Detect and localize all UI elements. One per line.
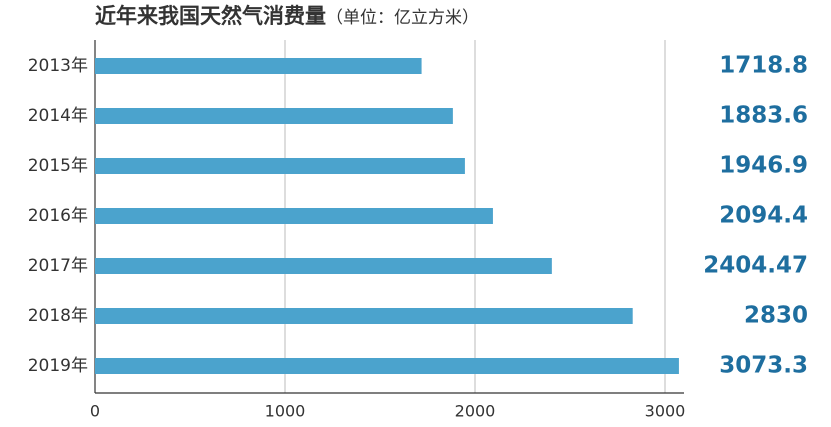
x-tick-label: 1000 bbox=[265, 402, 306, 421]
bar bbox=[95, 208, 493, 224]
y-tick-label: 2013年 bbox=[28, 56, 88, 76]
y-tick-label: 2019年 bbox=[28, 356, 88, 376]
bar bbox=[95, 358, 679, 374]
x-tick-label: 3000 bbox=[645, 402, 686, 421]
chart-title: 近年来我国天然气消费量 bbox=[95, 4, 326, 28]
y-tick-label: 2017年 bbox=[28, 256, 88, 276]
y-tick-label: 2016年 bbox=[28, 206, 88, 226]
chart-subtitle: （单位：亿立方米） bbox=[326, 8, 479, 28]
y-tick-label: 2018年 bbox=[28, 306, 88, 326]
bar bbox=[95, 308, 633, 324]
y-tick-label: 2015年 bbox=[28, 156, 88, 176]
value-label: 2404.47 bbox=[703, 253, 808, 279]
value-label: 1718.8 bbox=[719, 53, 808, 79]
x-tick-label: 2000 bbox=[455, 402, 496, 421]
value-label: 3073.3 bbox=[719, 353, 808, 379]
bar bbox=[95, 108, 453, 124]
value-label: 2094.4 bbox=[719, 203, 808, 229]
bar bbox=[95, 258, 552, 274]
value-label: 1883.6 bbox=[719, 103, 808, 129]
bar bbox=[95, 158, 465, 174]
value-label: 1946.9 bbox=[719, 153, 808, 179]
y-tick-label: 2014年 bbox=[28, 106, 88, 126]
bar bbox=[95, 58, 422, 74]
x-tick-label: 0 bbox=[90, 402, 100, 421]
value-label: 2830 bbox=[744, 303, 808, 329]
